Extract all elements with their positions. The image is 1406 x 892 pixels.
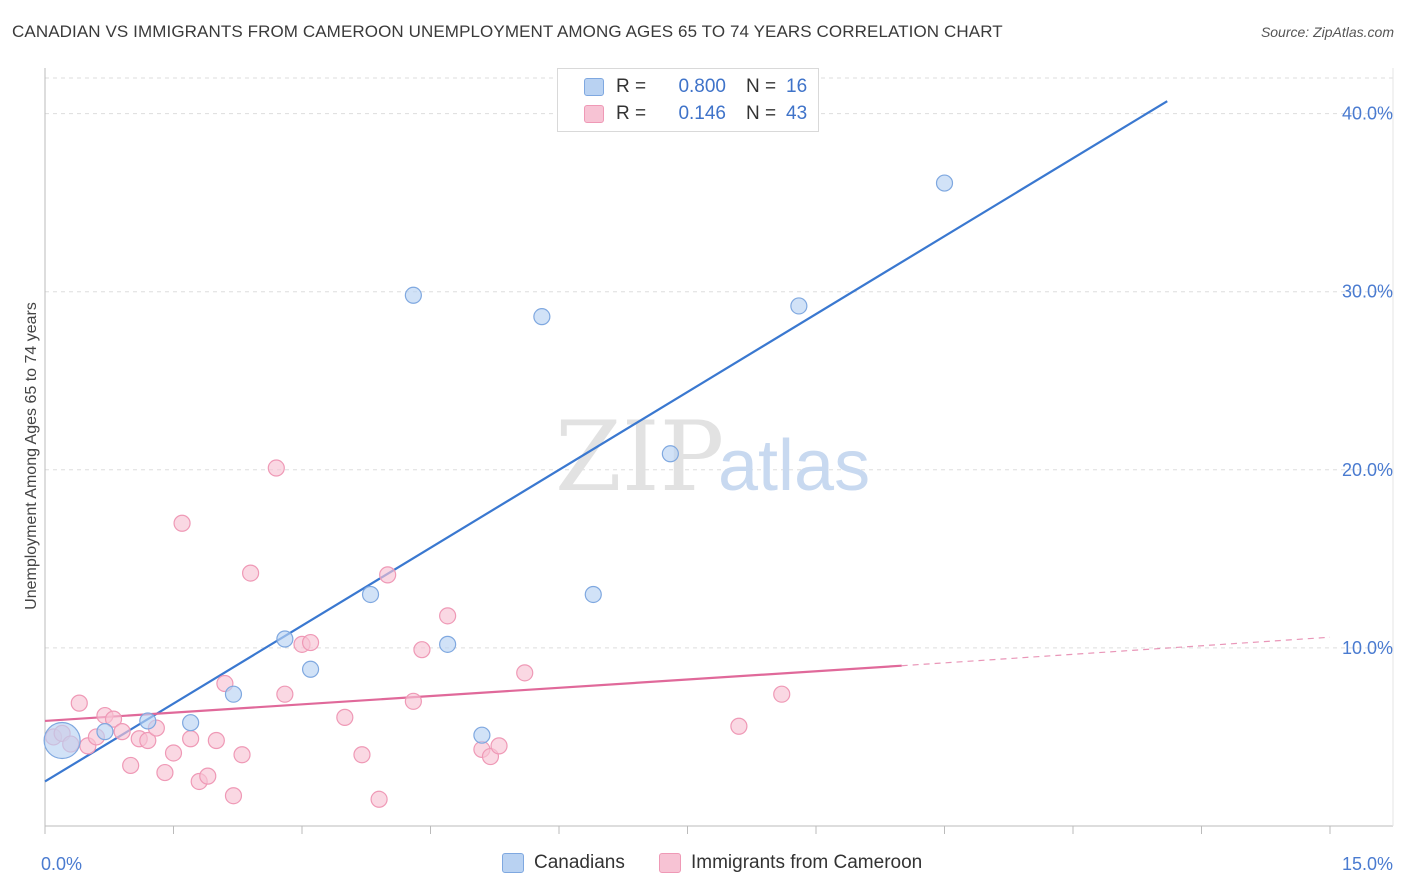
swatch-cameroon — [659, 853, 681, 873]
stats-legend: R = 0.800 N = 16 R = 0.146 N = 43 — [557, 68, 819, 132]
legend-item-cameroon[interactable]: Immigrants from Cameroon — [659, 852, 922, 874]
point-canadians — [661, 445, 679, 463]
point-cameroon — [301, 633, 320, 652]
x-tick-label: 0.0% — [41, 854, 82, 874]
legend-row-canadians: R = 0.800 N = 16 — [584, 74, 807, 100]
trendline-canadians — [44, 100, 1168, 783]
legend-item-canadians[interactable]: Canadians — [502, 852, 625, 874]
r-label: R = — [616, 76, 647, 97]
point-cameroon — [199, 767, 217, 785]
swatch-canadians — [584, 78, 604, 96]
legend-row-cameroon: R = 0.146 N = 43 — [584, 101, 807, 127]
y-axis-title: Unemployment Among Ages 65 to 74 years — [23, 302, 40, 610]
point-cameroon — [516, 664, 534, 682]
point-cameroon — [336, 708, 354, 726]
point-canadians — [584, 585, 602, 604]
trend-lines — [44, 100, 1331, 783]
swatch-cameroon — [584, 105, 604, 123]
point-canadians — [182, 714, 200, 732]
y-tick-label: 30.0% — [1342, 282, 1393, 302]
point-cameroon — [773, 685, 791, 703]
point-cameroon — [439, 607, 457, 625]
point-cameroon — [379, 566, 397, 584]
tick-labels: 10.0% 20.0% 30.0% 40.0% 0.0% 15.0% — [41, 104, 1393, 874]
point-cameroon — [276, 685, 294, 703]
chart-title: CANADIAN VS IMMIGRANTS FROM CAMEROON UNE… — [12, 22, 1003, 41]
source-credit: Source: ZipAtlas.com — [1260, 24, 1394, 40]
point-canadians — [96, 723, 114, 741]
data-points — [43, 174, 954, 808]
gridlines — [45, 77, 1393, 649]
point-cameroon — [173, 514, 191, 532]
watermark-zip: ZIP — [555, 401, 724, 513]
trendline-cameroon — [44, 664, 902, 723]
point-cameroon — [122, 756, 140, 775]
point-cameroon — [182, 730, 200, 748]
point-cameroon — [156, 763, 174, 782]
y-tick-label: 20.0% — [1342, 460, 1393, 480]
point-canadians — [790, 297, 808, 315]
point-cameroon — [113, 723, 131, 741]
series-legend: Canadians Immigrants from Cameroon — [0, 852, 1406, 878]
point-cameroon — [370, 790, 388, 808]
trendline-cameroon-extension — [901, 636, 1331, 667]
point-cameroon — [104, 710, 123, 728]
point-canadians — [533, 308, 551, 326]
y-tick-label: 40.0% — [1342, 104, 1393, 124]
point-canadians — [404, 286, 422, 304]
n-value: 16 — [786, 76, 808, 97]
point-cameroon — [353, 746, 371, 764]
y-tick-label: 10.0% — [1342, 638, 1393, 658]
swatch-canadians — [502, 853, 524, 873]
point-cameroon — [404, 692, 422, 710]
point-canadians — [361, 585, 380, 604]
point-cameroon — [233, 746, 251, 764]
watermark-atlas: atlas — [718, 426, 870, 506]
n-value: 43 — [786, 103, 808, 124]
point-canadians — [139, 712, 157, 730]
r-value: 0.146 — [678, 103, 726, 124]
r-label: R = — [616, 103, 647, 124]
point-canadians — [301, 660, 320, 678]
point-cameroon — [207, 731, 225, 750]
point-cameroon — [413, 641, 431, 659]
point-cameroon — [490, 737, 508, 755]
point-cameroon — [730, 717, 748, 735]
n-label: N = — [746, 76, 777, 97]
x-tick-label: 15.0% — [1342, 854, 1393, 874]
point-cameroon — [242, 564, 260, 582]
point-cameroon — [164, 744, 183, 762]
point-canadians — [224, 685, 243, 703]
point-cameroon — [70, 694, 88, 712]
r-value: 0.800 — [678, 76, 726, 97]
point-canadians — [43, 721, 81, 760]
point-cameroon — [224, 787, 243, 805]
point-cameroon — [267, 459, 285, 477]
point-canadians — [935, 174, 954, 192]
axes — [44, 68, 1394, 834]
n-label: N = — [746, 103, 777, 124]
point-canadians — [473, 726, 491, 744]
legend-label: Immigrants from Cameroon — [691, 852, 923, 873]
point-canadians — [439, 635, 457, 653]
point-cameroon — [139, 731, 157, 750]
legend-label: Canadians — [534, 852, 625, 873]
point-canadians — [276, 630, 294, 648]
